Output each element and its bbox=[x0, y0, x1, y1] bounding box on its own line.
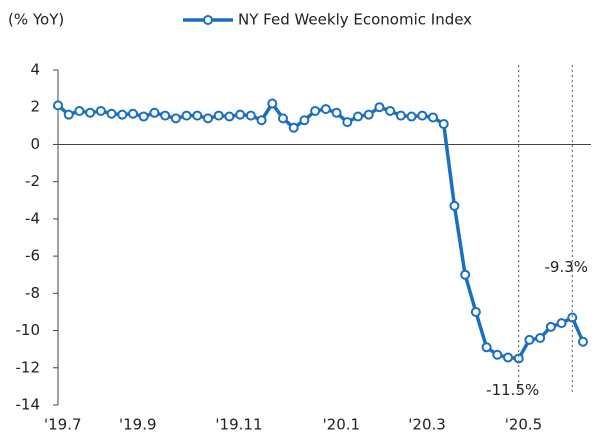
y-tick-label: -14 bbox=[16, 396, 41, 414]
y-tick-label: 4 bbox=[30, 61, 40, 79]
point bbox=[63, 109, 74, 120]
point bbox=[417, 110, 428, 121]
value-label: -11.5% bbox=[486, 381, 539, 399]
point bbox=[106, 108, 117, 119]
point bbox=[203, 113, 213, 124]
x-tick-label: '20.1 bbox=[323, 416, 361, 434]
point bbox=[278, 113, 288, 124]
point bbox=[213, 110, 224, 121]
point bbox=[470, 306, 481, 317]
point bbox=[245, 110, 256, 121]
point bbox=[363, 109, 374, 120]
point bbox=[342, 117, 353, 128]
y-tick-label: -6 bbox=[25, 247, 40, 265]
point bbox=[117, 109, 128, 120]
point bbox=[310, 105, 321, 116]
point bbox=[95, 105, 106, 116]
x-tick-label: '19.7 bbox=[44, 416, 82, 434]
point bbox=[460, 269, 471, 280]
point bbox=[160, 110, 171, 121]
point bbox=[256, 115, 267, 126]
point bbox=[170, 113, 181, 124]
point bbox=[428, 112, 438, 123]
point bbox=[353, 111, 363, 122]
point bbox=[331, 107, 342, 118]
point bbox=[395, 110, 406, 121]
y-tick-label: -10 bbox=[16, 321, 41, 339]
point bbox=[181, 110, 192, 121]
point bbox=[192, 110, 203, 121]
x-tick-label: '20.5 bbox=[505, 416, 543, 434]
point bbox=[503, 352, 513, 363]
y-tick-label: 2 bbox=[30, 98, 40, 116]
y-tick-label: -4 bbox=[25, 209, 40, 227]
point bbox=[438, 118, 449, 129]
y-tick-label: 0 bbox=[30, 135, 40, 153]
point bbox=[556, 318, 567, 329]
x-tick-label: '20.3 bbox=[408, 416, 446, 434]
point bbox=[449, 200, 460, 211]
y-tick-label: -8 bbox=[25, 284, 40, 302]
x-tick-label: '19.11 bbox=[215, 416, 262, 434]
point bbox=[138, 111, 149, 122]
value-label: -9.3% bbox=[545, 258, 589, 276]
y-axis-label: (% YoY) bbox=[8, 11, 64, 29]
point bbox=[85, 107, 96, 118]
point bbox=[524, 334, 535, 345]
series-line bbox=[56, 101, 585, 361]
point bbox=[74, 105, 85, 116]
point bbox=[288, 122, 299, 133]
point bbox=[149, 107, 160, 118]
point bbox=[385, 105, 396, 116]
point bbox=[374, 102, 385, 113]
point bbox=[128, 108, 138, 119]
point bbox=[406, 111, 417, 122]
point bbox=[513, 353, 524, 364]
point bbox=[224, 111, 235, 122]
point bbox=[235, 109, 246, 120]
point bbox=[578, 336, 588, 347]
point bbox=[267, 98, 278, 109]
x-tick-label: '19.9 bbox=[119, 416, 157, 434]
point bbox=[492, 349, 503, 360]
point bbox=[299, 115, 310, 126]
point bbox=[53, 100, 63, 111]
point bbox=[535, 333, 546, 343]
y-tick-label: -12 bbox=[16, 358, 41, 376]
legend-marker bbox=[203, 15, 213, 25]
y-tick-label: -2 bbox=[25, 172, 40, 190]
point bbox=[320, 104, 331, 115]
point bbox=[545, 321, 556, 332]
legend-label: NY Fed Weekly Economic Index bbox=[238, 11, 472, 29]
point bbox=[481, 342, 492, 353]
